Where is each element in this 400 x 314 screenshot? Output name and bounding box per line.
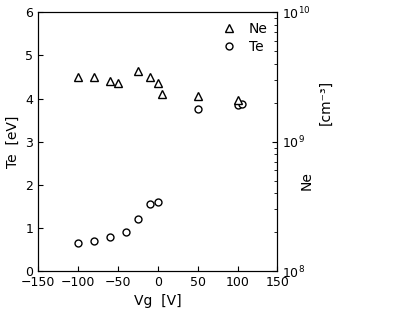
Te	[239, 102, 244, 106]
Te	[155, 200, 160, 204]
Ne	[76, 75, 80, 79]
Ne	[155, 82, 160, 85]
Line: Ne: Ne	[74, 66, 242, 104]
Te	[108, 235, 112, 238]
Legend: Ne, Te: Ne, Te	[213, 19, 270, 57]
Ne	[92, 75, 96, 79]
Te	[147, 202, 152, 206]
Te	[135, 217, 140, 221]
Te	[235, 103, 240, 107]
Te	[195, 107, 200, 111]
Text: [cm⁻³]: [cm⁻³]	[318, 80, 332, 126]
Ne	[135, 69, 140, 73]
Te	[76, 241, 80, 245]
X-axis label: Vg  [V]: Vg [V]	[134, 295, 182, 308]
Ne	[147, 75, 152, 79]
Ne	[159, 92, 164, 96]
Text: Ne: Ne	[299, 171, 313, 190]
Te	[123, 230, 128, 234]
Line: Te: Te	[74, 101, 245, 246]
Ne	[108, 79, 112, 83]
Te	[92, 239, 96, 243]
Y-axis label: Te  [eV]: Te [eV]	[6, 116, 20, 168]
Ne	[195, 95, 200, 98]
Ne	[235, 98, 240, 102]
Ne	[115, 82, 120, 85]
